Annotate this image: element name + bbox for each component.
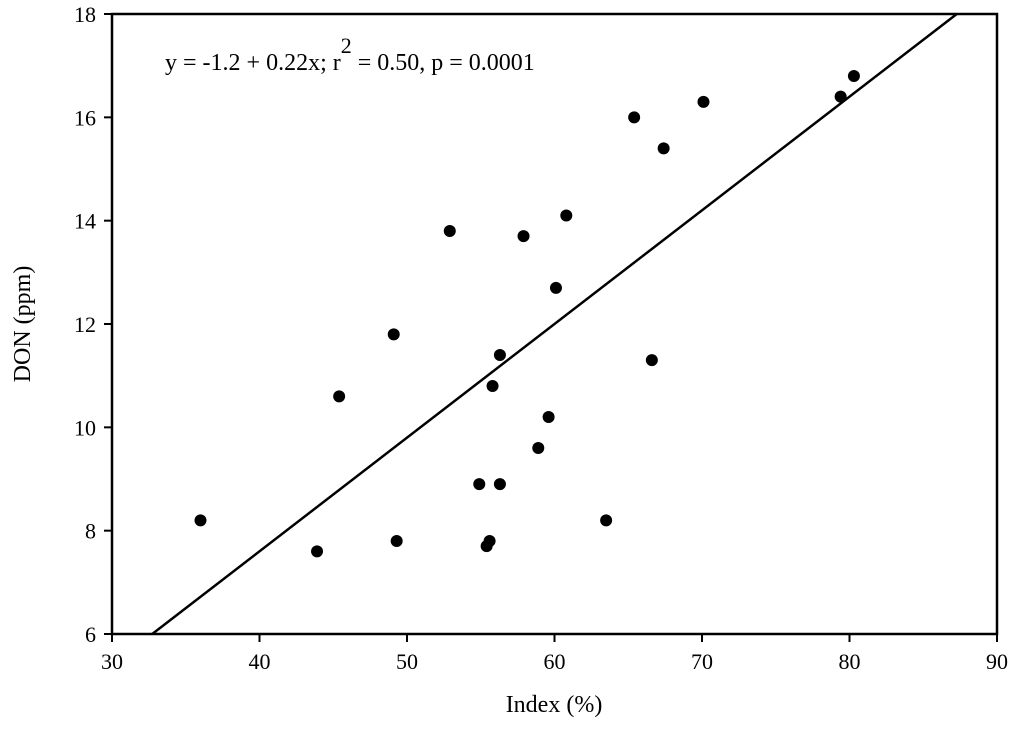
data-point bbox=[834, 90, 847, 103]
regression-line-group bbox=[151, 13, 958, 635]
y-tick-label: 8 bbox=[85, 519, 96, 544]
y-tick-label: 12 bbox=[74, 312, 96, 337]
data-point bbox=[473, 478, 486, 491]
regression-line bbox=[151, 13, 958, 635]
x-tick-label: 50 bbox=[396, 649, 418, 674]
y-axis-title: DON (ppm) bbox=[10, 266, 36, 383]
data-point bbox=[549, 281, 562, 294]
data-point bbox=[645, 354, 658, 367]
data-point bbox=[600, 514, 613, 527]
data-point bbox=[847, 70, 860, 82]
data-point bbox=[311, 545, 324, 558]
regression-annotation: y = -1.2 + 0.22x; r2 = 0.50, p = 0.0001 bbox=[165, 33, 535, 76]
data-point bbox=[657, 142, 670, 155]
x-tick-label: 90 bbox=[986, 649, 1008, 674]
y-tick-label: 18 bbox=[74, 2, 96, 27]
data-point bbox=[532, 442, 545, 454]
data-point bbox=[517, 230, 530, 243]
data-point bbox=[493, 349, 506, 361]
data-points bbox=[194, 70, 860, 558]
x-tick-label: 60 bbox=[544, 649, 566, 674]
data-point bbox=[390, 535, 403, 547]
data-point bbox=[542, 411, 555, 423]
x-tick-label: 40 bbox=[249, 649, 271, 674]
annotation-superscript: 2 bbox=[341, 33, 352, 58]
y-tick-label: 10 bbox=[74, 415, 96, 440]
x-tick-label: 80 bbox=[839, 649, 861, 674]
axis-ticks: 30 40 50 60 70 80 90 6 8 10 12 14 16 18 bbox=[74, 2, 1008, 674]
data-point bbox=[194, 514, 207, 527]
data-point bbox=[443, 225, 456, 237]
x-tick-label: 30 bbox=[101, 649, 123, 674]
y-tick-label: 16 bbox=[74, 105, 96, 130]
y-tick-label: 6 bbox=[85, 622, 96, 647]
x-tick-label: 70 bbox=[691, 649, 713, 674]
data-point bbox=[560, 209, 573, 222]
data-point bbox=[628, 111, 641, 124]
annotation-main: y = -1.2 + 0.22x; r bbox=[165, 50, 341, 76]
data-point bbox=[493, 478, 506, 491]
y-tick-label: 14 bbox=[74, 209, 96, 234]
x-axis-title: Index (%) bbox=[506, 692, 603, 718]
data-point bbox=[486, 380, 499, 392]
data-point bbox=[483, 535, 496, 547]
data-point bbox=[387, 328, 400, 341]
data-point bbox=[697, 95, 710, 108]
annotation-rest: = 0.50, p = 0.0001 bbox=[352, 50, 535, 76]
data-point bbox=[333, 390, 346, 403]
